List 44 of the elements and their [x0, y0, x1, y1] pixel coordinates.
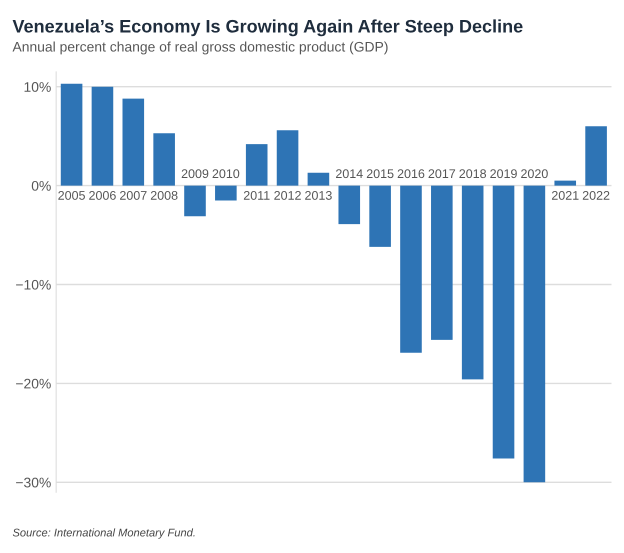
- x-tick-label: 2010: [212, 169, 240, 178]
- bar: [400, 186, 422, 353]
- y-tick-label: −20%: [16, 378, 51, 389]
- y-tick-label: −30%: [16, 478, 51, 488]
- bar: [122, 98, 144, 186]
- x-tick-label: 2017: [428, 169, 456, 178]
- bar: [524, 186, 546, 482]
- x-tick-label: 2020: [521, 169, 548, 178]
- bar: [60, 84, 82, 186]
- x-tick-label: 2007: [120, 190, 147, 200]
- bar: [153, 133, 175, 186]
- x-tick-label: 2019: [490, 169, 517, 178]
- x-tick-label: 2021: [552, 190, 579, 200]
- bar: [369, 186, 391, 247]
- x-tick-label: 2006: [89, 190, 116, 200]
- y-tick-label: 0%: [32, 180, 51, 191]
- x-tick-label: 2012: [274, 190, 301, 200]
- y-tick-label: 10%: [24, 82, 51, 92]
- bar: [585, 126, 607, 186]
- bar: [308, 172, 330, 186]
- bar: [276, 130, 298, 186]
- bar: [431, 186, 453, 340]
- bar: [492, 186, 514, 459]
- x-tick-label: 2005: [58, 190, 85, 200]
- x-tick-label: 2015: [366, 169, 394, 178]
- source-note: Source: International Monetary Fund.: [12, 528, 195, 539]
- x-tick-label: 2016: [398, 169, 424, 178]
- x-tick-label: 2022: [582, 190, 610, 200]
- bar: [246, 144, 268, 186]
- x-tick-label: 2018: [459, 169, 486, 178]
- bar: [184, 186, 206, 216]
- x-tick-label: 2008: [150, 190, 178, 200]
- bar: [92, 86, 114, 186]
- x-tick-label: 2013: [305, 190, 332, 200]
- x-tick-label: 2011: [244, 190, 270, 200]
- x-tick-label: 2009: [182, 169, 208, 178]
- bar: [462, 186, 484, 380]
- chart-title: Venezuela’s Economy Is Growing Again After Steep Decline: [12, 19, 523, 36]
- bar: [554, 180, 576, 186]
- bar: [215, 186, 237, 200]
- chart-subtitle: Annual percent change of real gross domestic product (GDP): [12, 41, 388, 54]
- x-tick-label: 2014: [336, 169, 363, 178]
- y-tick-label: −10%: [16, 280, 51, 290]
- bar: [338, 186, 360, 224]
